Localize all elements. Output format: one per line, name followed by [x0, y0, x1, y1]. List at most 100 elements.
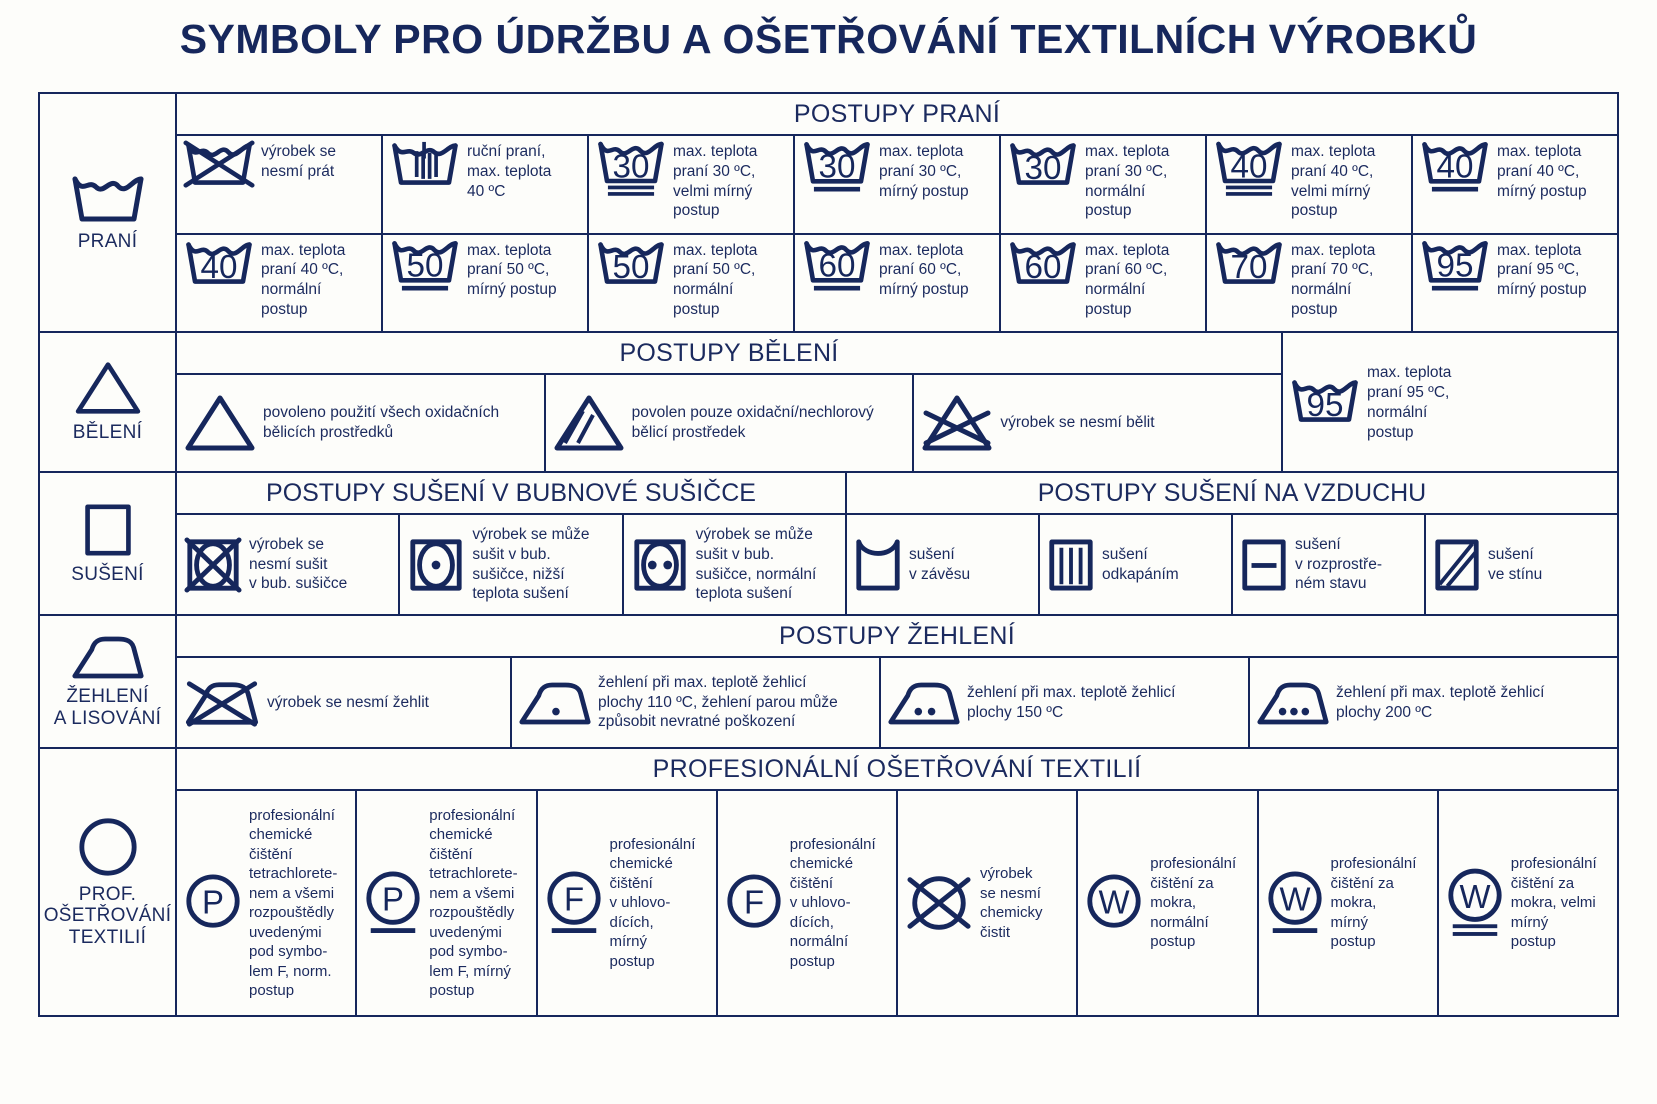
category-professional-label: PROF. OŠETŘOVÁNÍ TEXTILIÍ	[43, 884, 172, 948]
iron-crossed-icon	[183, 678, 261, 728]
wash-95-single-bar-icon: 95	[1419, 239, 1491, 294]
drying-bands: POSTUPY SUŠENÍ V BUBNOVÉ SUŠIČCE POSTUPY…	[177, 473, 1617, 515]
cell-text: profesionální čištění za mokra, normální…	[1150, 855, 1237, 951]
air-dry-cells: sušení v závěsu sušení odkapáním	[847, 515, 1617, 614]
svg-text:F: F	[563, 881, 583, 918]
svg-text:30: 30	[819, 149, 856, 186]
cell-text: max. teplota praní 30 ºC, normální postu…	[1085, 143, 1170, 220]
symbols-table: PRANÍ POSTUPY PRANÍ výrobek se nesmí prá…	[38, 92, 1619, 1017]
cell-text: povolen pouze oxidační/nechlorový bělicí…	[631, 404, 874, 441]
cell-text: max. teplota praní 70 ºC, normální postu…	[1291, 241, 1376, 318]
cell-text: výrobek se může sušit v bub. sušičce, no…	[695, 525, 817, 603]
square-icon	[82, 502, 134, 558]
category-washing-label: PRANÍ	[77, 230, 138, 252]
dry-line-hang-icon	[853, 536, 903, 594]
cell-wetclean-W-mild: W profesionální čištění za mokra, mírný …	[1259, 791, 1439, 1015]
cell-wash-hand: ruční praní, max. teplota 40 ºC	[383, 136, 589, 233]
cell-text: sušení v rozprostře- ném stavu	[1295, 535, 1382, 593]
triangle-icon	[73, 360, 143, 416]
cell-text: výrobek se může sušit v bub. sušičce, ni…	[472, 525, 590, 603]
svg-text:30: 30	[613, 148, 650, 185]
ironing-cells: výrobek se nesmí žehlit žehlení při max.…	[177, 658, 1617, 747]
cell-wash-70-normal: 70 max. teplota praní 70 ºC, normální po…	[1207, 234, 1413, 331]
cell-iron-150: žehlení při max. teplotě žehlicí plochy …	[881, 658, 1250, 747]
wash-30-icon: 30	[1007, 140, 1079, 190]
cell-wash-40-normal: 40 max. teplota praní 40 ºC, normální po…	[177, 234, 383, 331]
band-bleaching: POSTUPY BĚLENÍ	[177, 333, 1281, 375]
cell-text: žehlení při max. teplotě žehlicí plochy …	[1336, 683, 1545, 721]
cell-text: max. teplota praní 40 ºC, mírný postup	[1497, 143, 1587, 200]
cell-text: max. teplota praní 50 ºC, mírný postup	[467, 241, 557, 299]
cell-wash-30-normal: 30 max. teplota praní 30 ºC, normální po…	[1001, 136, 1207, 233]
iron-three-dots-icon	[1256, 680, 1330, 726]
tumble-cells: výrobek se nesmí sušit v bub. sušičce vý…	[177, 515, 847, 614]
wash-40-icon: 40	[183, 239, 255, 289]
cell-dryclean-P-mild: P profesionální chemické čištění tetrach…	[357, 791, 538, 1015]
svg-text:W: W	[1099, 884, 1130, 921]
cell-wash-95-normal: 95 max. teplota praní 95 ºC, normální po…	[1283, 333, 1617, 471]
svg-text:95: 95	[1437, 247, 1474, 284]
professional-cells: P profesionální chemické čištění tetrach…	[177, 791, 1617, 1015]
wash-50-single-bar-icon: 50	[389, 239, 461, 294]
cell-dry-flat: sušení v rozprostře- ném stavu	[1233, 515, 1426, 614]
cell-text: profesionální čištění za mokra, velmi mí…	[1510, 855, 1597, 951]
cell-bleach-any: povoleno použití všech oxidačních bělicí…	[177, 375, 546, 471]
svg-text:40: 40	[1231, 148, 1268, 185]
wash-60-icon: 60	[1007, 239, 1079, 289]
wash-basin-icon	[69, 173, 147, 225]
band-professional: PROFESIONÁLNÍ OŠETŘOVÁNÍ TEXTILIÍ	[177, 749, 1617, 791]
iron-one-dot-icon	[518, 680, 592, 726]
circle-icon	[77, 816, 139, 878]
circle-W-double-bar-icon: W	[1445, 864, 1505, 942]
cell-text: výrobek se nesmí chemicky čistit	[980, 865, 1043, 941]
category-bleaching: BĚLENÍ	[40, 333, 177, 471]
triangle-crossed-icon	[920, 393, 994, 453]
svg-text:F: F	[744, 884, 764, 921]
svg-text:70: 70	[1231, 248, 1268, 285]
dry-shade-icon	[1432, 536, 1482, 594]
cell-wash-50-mild: 50 max. teplota praní 50 ºC, mírný postu…	[383, 234, 589, 331]
section-bleaching: BĚLENÍ POSTUPY BĚLENÍ povoleno použití v…	[40, 333, 1617, 473]
cell-iron-none: výrobek se nesmí žehlit	[177, 658, 512, 747]
cell-wash-no-wash: výrobek se nesmí prát	[177, 136, 383, 233]
cell-text: max. teplota praní 60 ºC, mírný postup	[879, 241, 969, 299]
svg-text:30: 30	[1025, 150, 1062, 187]
cell-wetclean-W-very-mild: W profesionální čištění za mokra, velmi …	[1439, 791, 1617, 1015]
wash-50-icon: 50	[595, 239, 667, 289]
triangle-icon	[183, 393, 257, 453]
page-title: SYMBOLY PRO ÚDRŽBU A OŠETŘOVÁNÍ TEXTILNÍ…	[179, 16, 1478, 62]
circle-P-icon: P	[183, 870, 243, 936]
bleaching-cells: povoleno použití všech oxidačních bělicí…	[177, 375, 1281, 471]
cell-bleach-none: výrobek se nesmí bělit	[914, 375, 1281, 471]
tumble-one-dot-icon	[406, 536, 466, 594]
category-washing: PRANÍ	[40, 94, 177, 331]
svg-text:60: 60	[1025, 248, 1062, 285]
cell-dryclean-F-normal: F profesionální chemické čištění v uhlov…	[718, 791, 898, 1015]
category-ironing-label: ŽEHLENÍ A LISOVÁNÍ	[53, 686, 162, 729]
cell-text: profesionální chemické čištění v uhlovo-…	[789, 835, 876, 970]
cell-wash-40-mild: 40 max. teplota praní 40 ºC, mírný postu…	[1413, 136, 1617, 233]
cell-wetclean-W-normal: W profesionální čištění za mokra, normál…	[1078, 791, 1259, 1015]
cell-text: profesionální čištění za mokra, mírný po…	[1330, 855, 1417, 951]
band-washing: POSTUPY PRANÍ	[177, 94, 1617, 136]
svg-text:50: 50	[407, 247, 444, 284]
cell-text: profesionální chemické čištění v uhlovo-…	[609, 835, 696, 970]
wash-60-single-bar-icon: 60	[801, 239, 873, 294]
cell-wash-60-normal: 60 max. teplota praní 60 ºC, normální po…	[1001, 234, 1207, 331]
cell-text: výrobek se nesmí prát	[261, 143, 336, 180]
cell-text: žehlení při max. teplotě žehlicí plochy …	[598, 673, 838, 731]
svg-text:40: 40	[201, 248, 238, 285]
dry-flat-icon	[1239, 536, 1289, 594]
cell-iron-200: žehlení při max. teplotě žehlicí plochy …	[1250, 658, 1617, 747]
cell-text: výrobek se nesmí bělit	[1000, 414, 1155, 432]
cell-text: ruční praní, max. teplota 40 ºC	[467, 143, 552, 200]
cell-dry-shade: sušení ve stínu	[1426, 515, 1617, 614]
section-drying: SUŠENÍ POSTUPY SUŠENÍ V BUBNOVÉ SUŠIČCE …	[40, 473, 1617, 616]
wash-hand-icon	[389, 140, 461, 190]
cell-wash-95-mild: 95 max. teplota praní 95 ºC, mírný postu…	[1413, 235, 1617, 332]
category-drying-label: SUŠENÍ	[71, 563, 144, 585]
section-washing: PRANÍ POSTUPY PRANÍ výrobek se nesmí prá…	[40, 94, 1617, 333]
cell-tumble-normal: výrobek se může sušit v bub. sušičce, no…	[624, 515, 845, 614]
cell-dryclean-F-mild: F profesionální chemické čištění v uhlov…	[538, 791, 718, 1015]
